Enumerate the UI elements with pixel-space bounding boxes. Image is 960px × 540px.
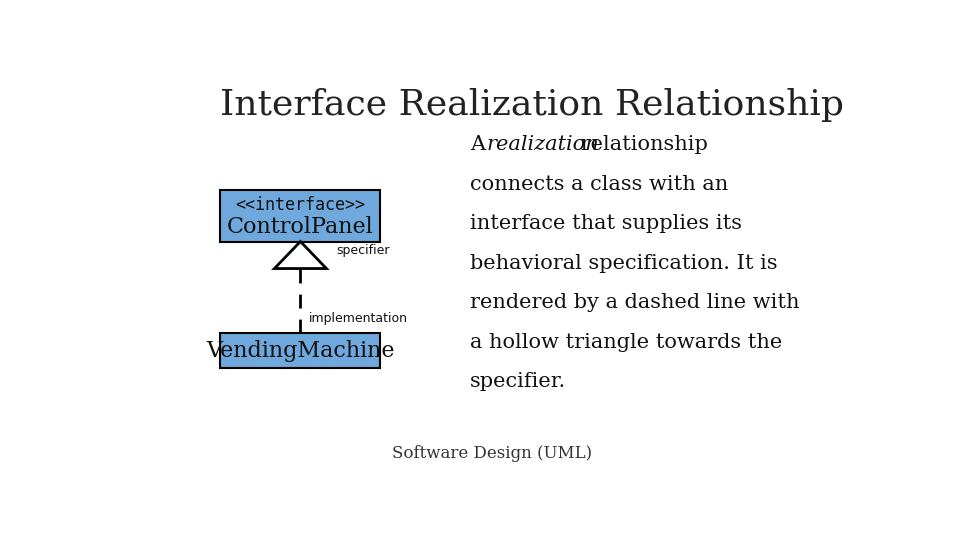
Text: implementation: implementation: [309, 312, 408, 325]
Text: specifier.: specifier.: [469, 373, 566, 392]
Text: specifier: specifier: [336, 245, 390, 258]
Text: A: A: [469, 136, 492, 154]
Text: rendered by a dashed line with: rendered by a dashed line with: [469, 294, 799, 313]
Text: realization: realization: [487, 136, 599, 154]
Text: ControlPanel: ControlPanel: [228, 216, 373, 238]
Text: <<interface>>: <<interface>>: [235, 196, 366, 214]
Polygon shape: [275, 241, 326, 268]
Bar: [221, 333, 380, 368]
Text: relationship: relationship: [574, 136, 708, 154]
Text: VendingMachine: VendingMachine: [206, 340, 395, 362]
Text: behavioral specification. It is: behavioral specification. It is: [469, 254, 778, 273]
Text: Interface Realization Relationship: Interface Realization Relationship: [221, 87, 845, 122]
Text: connects a class with an: connects a class with an: [469, 175, 728, 194]
Text: interface that supplies its: interface that supplies its: [469, 214, 742, 233]
Bar: [221, 190, 380, 241]
Text: Software Design (UML): Software Design (UML): [392, 445, 592, 462]
Text: a hollow triangle towards the: a hollow triangle towards the: [469, 333, 782, 352]
